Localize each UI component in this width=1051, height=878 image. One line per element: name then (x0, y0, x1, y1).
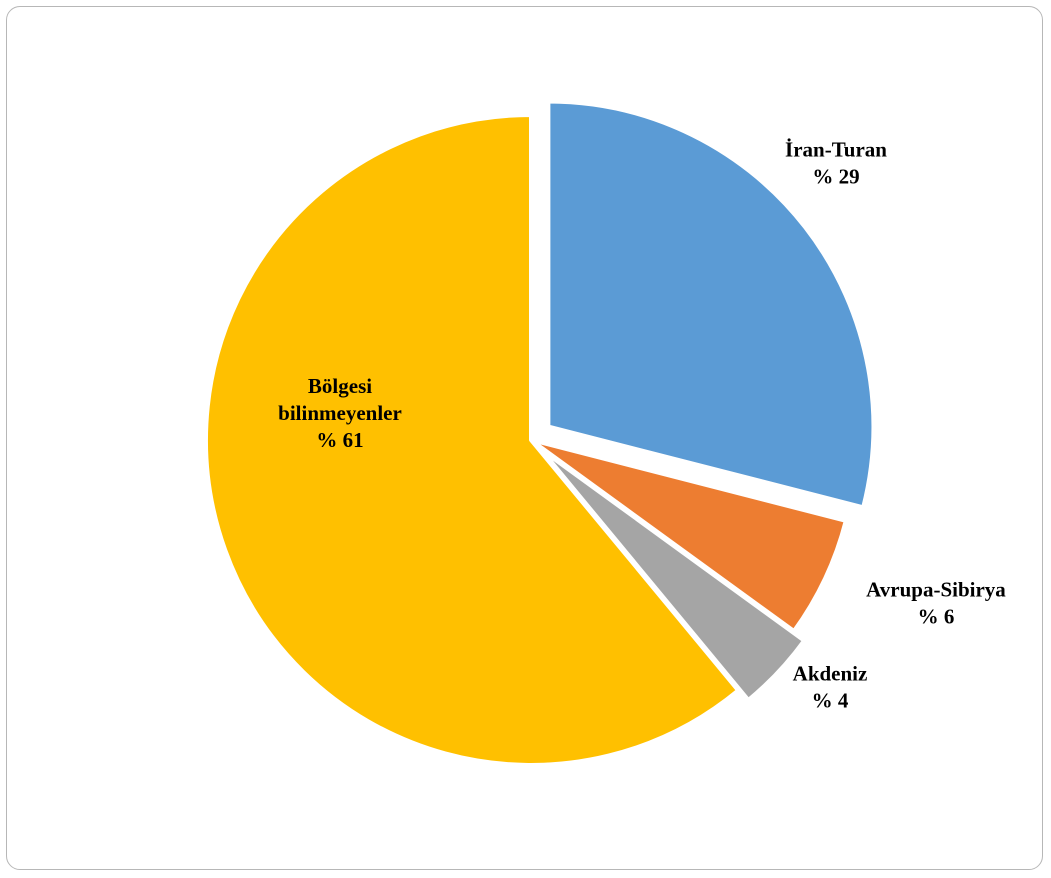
pie-slice-1 (546, 99, 876, 510)
slice-label-line: % 4 (812, 689, 849, 713)
pie-slice-4 (204, 113, 741, 767)
slice-label-line: Bölgesi (308, 374, 372, 398)
slice-label-3: Akdeniz % 4 (793, 662, 868, 713)
slice-label-1: İran-Turan % 29 (785, 138, 887, 189)
slice-label-line: % 29 (812, 165, 859, 189)
slice-label-line: % 61 (316, 428, 363, 452)
slice-label-line: Akdeniz (793, 662, 868, 686)
pie-slice-3 (539, 447, 807, 702)
pie-slices (204, 99, 876, 767)
slice-label-2: Avrupa-Sibirya % 6 (866, 578, 1006, 629)
slice-label-line: bilinmeyenler (278, 401, 402, 425)
slice-label-line: İran-Turan (785, 138, 887, 162)
pie-slice-2 (529, 438, 848, 634)
slice-label-line: Avrupa-Sibirya (866, 578, 1006, 602)
slice-label-line: % 6 (918, 605, 955, 629)
pie-labels: İran-Turan % 29 Avrupa-Sibirya % 6 Akdeniz % … (278, 138, 1006, 713)
slice-label-4: Bölgesi bilinmeyenler % 61 (278, 374, 402, 452)
